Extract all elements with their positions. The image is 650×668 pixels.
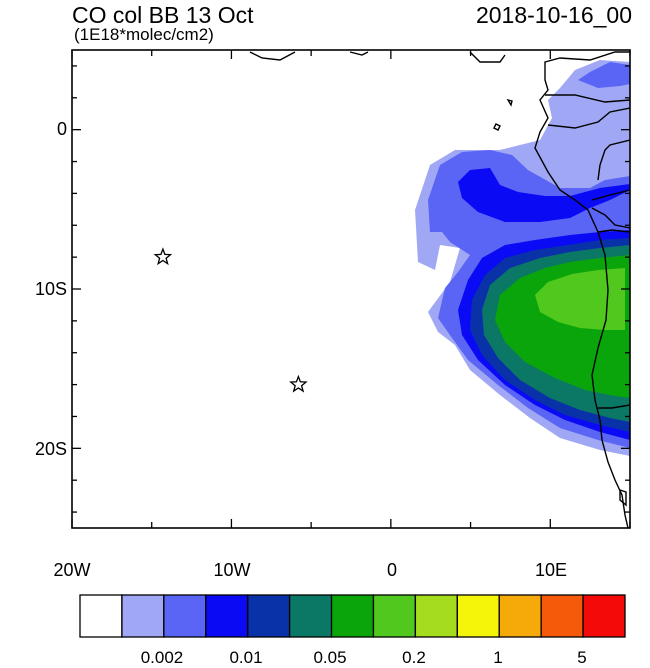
island-2: [506, 98, 513, 107]
colorbar-swatch: [498, 594, 542, 638]
coastline: [249, 51, 630, 528]
colorbar-tick-label: 0.2: [402, 648, 426, 667]
axis-ticks: [71, 50, 631, 528]
x-tick-label: 10E: [534, 560, 568, 580]
colorbar-swatch: [247, 594, 291, 638]
colorbar-tick-label: 0.002: [140, 648, 184, 667]
colorbar-swatch: [330, 594, 375, 638]
border-line-3: [597, 139, 630, 181]
border-line-6: [597, 229, 630, 233]
y-tick-label: 0: [56, 119, 67, 139]
x-tick-label: 20W: [53, 560, 91, 580]
colorbar-swatch: [582, 594, 626, 638]
co-plume: [415, 60, 630, 456]
border-line-4: [591, 189, 630, 201]
plume-level-7: [535, 268, 625, 330]
island-1: [493, 123, 501, 131]
star-marker-1: [153, 247, 173, 266]
colorbar-swatch: [414, 594, 458, 638]
colorbar-swatch: [456, 594, 500, 638]
colorbar-swatch: [288, 594, 333, 638]
colorbar-swatch: [121, 594, 165, 638]
colorbar-tick-label: 0.01: [229, 648, 263, 667]
border-line-9: [249, 51, 296, 61]
colorbar-tick-label: 5: [577, 648, 587, 667]
colorbar-tick-label: 1: [493, 648, 503, 667]
border-line-8: [469, 51, 506, 63]
border-line-2: [547, 107, 630, 129]
y-tick-label: 10S: [34, 279, 67, 299]
border-line-1: [545, 94, 630, 103]
colorbar-tick-label: 0.05: [313, 648, 347, 667]
y-tick-label: 20S: [34, 439, 67, 459]
colorbar-swatch: [79, 594, 123, 638]
coastline-africa: [534, 51, 630, 528]
colorbar-swatch: [372, 594, 417, 638]
colorbar-swatch: [163, 594, 207, 638]
island-3: [619, 489, 627, 507]
border-line-10: [349, 51, 369, 56]
border-line-7: [598, 404, 630, 409]
colorbar-swatch: [205, 594, 249, 638]
x-tick-label: 10W: [213, 560, 251, 580]
date-label: 2018-10-16_00: [475, 2, 632, 28]
x-tick-label: 0: [386, 560, 397, 580]
colorbar: [79, 594, 626, 638]
station-markers: [153, 247, 308, 393]
star-marker-2: [289, 374, 308, 393]
map-title: CO col BB 13 Oct: [72, 2, 254, 28]
border-line-5: [591, 207, 630, 229]
colorbar-swatch: [540, 594, 584, 638]
units-label: (1E18*molec/cm2): [74, 25, 214, 44]
